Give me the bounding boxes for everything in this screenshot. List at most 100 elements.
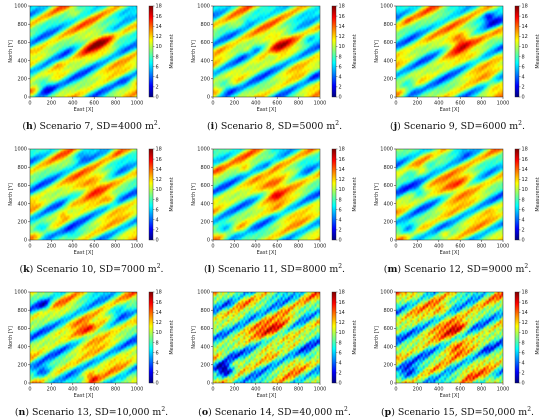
y-tick-label: 1000	[14, 147, 27, 153]
x-tick-label: 200	[413, 387, 423, 393]
panel-caption: (i) Scenario 8, SD=5000 m2.	[206, 119, 343, 132]
colorbar-tick-label: 16	[522, 300, 528, 306]
colorbar-tick-label: 18	[339, 290, 345, 296]
colorbar-tick-label: 18	[522, 147, 528, 153]
colorbar-tick-label: 4	[522, 360, 525, 366]
caption-superscript: 2	[335, 119, 340, 127]
colorbar-tick-label: 10	[339, 187, 345, 193]
colorbar-tick-label: 12	[339, 320, 345, 326]
colorbar-label: Measurement	[352, 34, 358, 68]
colorbar-tick-label: 6	[156, 64, 159, 70]
caption-superscript: 2	[153, 119, 158, 127]
colorbar-tick-label: 16	[156, 300, 162, 306]
x-tick-label: 200	[230, 101, 240, 107]
colorbar-tick-label: 0	[156, 95, 159, 101]
colorbar-tick-label: 4	[339, 74, 342, 80]
colorbar-tick-label: 12	[522, 177, 528, 183]
y-tick-label: 600	[200, 183, 210, 189]
x-axis-label: East [X]	[74, 107, 94, 113]
caption-end: .	[347, 407, 351, 418]
plot-frame	[29, 5, 138, 98]
colorbar-tick-label: 14	[339, 310, 345, 316]
chart-panel-l: 0 200 400 600 800 1000 0 200 400 600 800 1000 East […	[183, 143, 366, 283]
colorbar-tick-label: 0	[339, 95, 342, 101]
x-axis-label: East [X]	[440, 250, 460, 256]
panel-letter: p	[384, 407, 392, 418]
colorbar-tick-label: 12	[156, 34, 162, 40]
colorbar-tick-label: 18	[339, 4, 345, 10]
colorbar-tick-label: 4	[522, 217, 525, 223]
panel-letter: l	[207, 264, 212, 275]
colorbar-tick-label: 14	[156, 310, 162, 316]
x-tick-label: 400	[68, 101, 78, 107]
chart-panel-p: 0 200 400 600 800 1000 0 200 400 600 800 1000 East […	[366, 286, 549, 420]
caption-text: Scenario 9, SD=6000 m	[403, 121, 519, 132]
y-tick-label: 0	[24, 381, 27, 387]
chart-panel-m: 0 200 400 600 800 1000 0 200 400 600 800 1000 East […	[366, 143, 549, 283]
colorbar-tick-label: 16	[339, 14, 345, 20]
y-tick-label: 0	[207, 381, 210, 387]
caption-superscript: 2	[527, 405, 532, 413]
x-tick-label: 200	[47, 387, 57, 393]
colorbar	[148, 291, 154, 384]
colorbar-tick-label: 6	[156, 207, 159, 213]
colorbar-tick-label: 10	[522, 44, 528, 50]
colorbar-tick-label: 2	[156, 228, 159, 234]
heatmap-svg: 0 200 400 600 800 1000 0 200 400 600 800 1000 East […	[8, 147, 175, 256]
colorbar-tick-label: 10	[156, 187, 162, 193]
x-tick-label: 800	[477, 101, 487, 107]
colorbar-tick-label: 2	[339, 228, 342, 234]
x-tick-label: 600	[455, 101, 465, 107]
panel-letter: o	[201, 407, 209, 418]
y-tick-label: 600	[200, 40, 210, 46]
x-tick-label: 400	[251, 387, 261, 393]
colorbar-tick-label: 4	[339, 360, 342, 366]
heatmap-field	[213, 292, 320, 383]
y-tick-label: 200	[17, 363, 27, 369]
panel-letter: i	[210, 121, 215, 132]
x-tick-label: 800	[477, 244, 487, 250]
x-tick-label: 0	[211, 387, 214, 393]
y-axis-label: North [Y]	[374, 183, 380, 206]
panel-caption: (l) Scenario 11, SD=8000 m2.	[203, 262, 346, 275]
y-tick-label: 800	[200, 165, 210, 171]
colorbar-tick-label: 16	[522, 157, 528, 163]
x-tick-label: 0	[28, 101, 31, 107]
x-tick-label: 400	[434, 387, 444, 393]
caption-superscript: 2	[344, 405, 348, 413]
y-axis-label: North [Y]	[374, 40, 380, 63]
chart-panel-j: 0 200 400 600 800 1000 0 200 400 600 800 1000 East […	[366, 0, 549, 140]
colorbar-tick-label: 10	[522, 187, 528, 193]
colorbar-tick-label: 10	[522, 330, 528, 336]
x-tick-label: 1000	[497, 101, 510, 107]
colorbar-tick-label: 6	[522, 350, 525, 356]
y-tick-label: 1000	[197, 290, 210, 296]
panel-caption: (o) Scenario 14, SD=40,000 m2.	[198, 405, 351, 418]
heatmap-svg: 0 200 400 600 800 1000 0 200 400 600 800 1000 East […	[374, 4, 541, 113]
x-tick-label: 200	[47, 244, 57, 250]
x-tick-label: 600	[89, 244, 99, 250]
x-tick-label: 400	[434, 101, 444, 107]
chart-panel-i: 0 200 400 600 800 1000 0 200 400 600 800 1000 East […	[183, 0, 366, 140]
x-tick-label: 200	[230, 244, 240, 250]
x-tick-label: 0	[394, 101, 397, 107]
caption-text: Scenario 12, SD=9000 m	[404, 264, 525, 275]
caption-text: Scenario 8, SD=5000 m	[220, 121, 336, 132]
colorbar-tick-label: 14	[339, 167, 345, 173]
heatmap-svg: 0 200 400 600 800 1000 0 200 400 600 800 1000 East […	[374, 290, 541, 399]
panel-caption: (p) Scenario 15, SD=50,000 m2.	[381, 405, 534, 418]
colorbar-tick-label: 12	[339, 177, 345, 183]
colorbar-tick-label: 14	[339, 24, 345, 30]
colorbar-tick-label: 0	[522, 381, 525, 387]
colorbar-tick-label: 12	[156, 177, 162, 183]
y-tick-label: 800	[200, 22, 210, 28]
x-tick-label: 1000	[497, 244, 510, 250]
colorbar-tick-label: 6	[339, 207, 342, 213]
x-tick-label: 200	[47, 101, 57, 107]
colorbar-tick-label: 8	[522, 340, 525, 346]
caption-text: Scenario 14, SD=40,000 m	[214, 407, 345, 418]
heatmap-field	[213, 149, 320, 240]
colorbar-tick-label: 2	[339, 371, 342, 377]
colorbar-label: Measurement	[352, 320, 358, 354]
